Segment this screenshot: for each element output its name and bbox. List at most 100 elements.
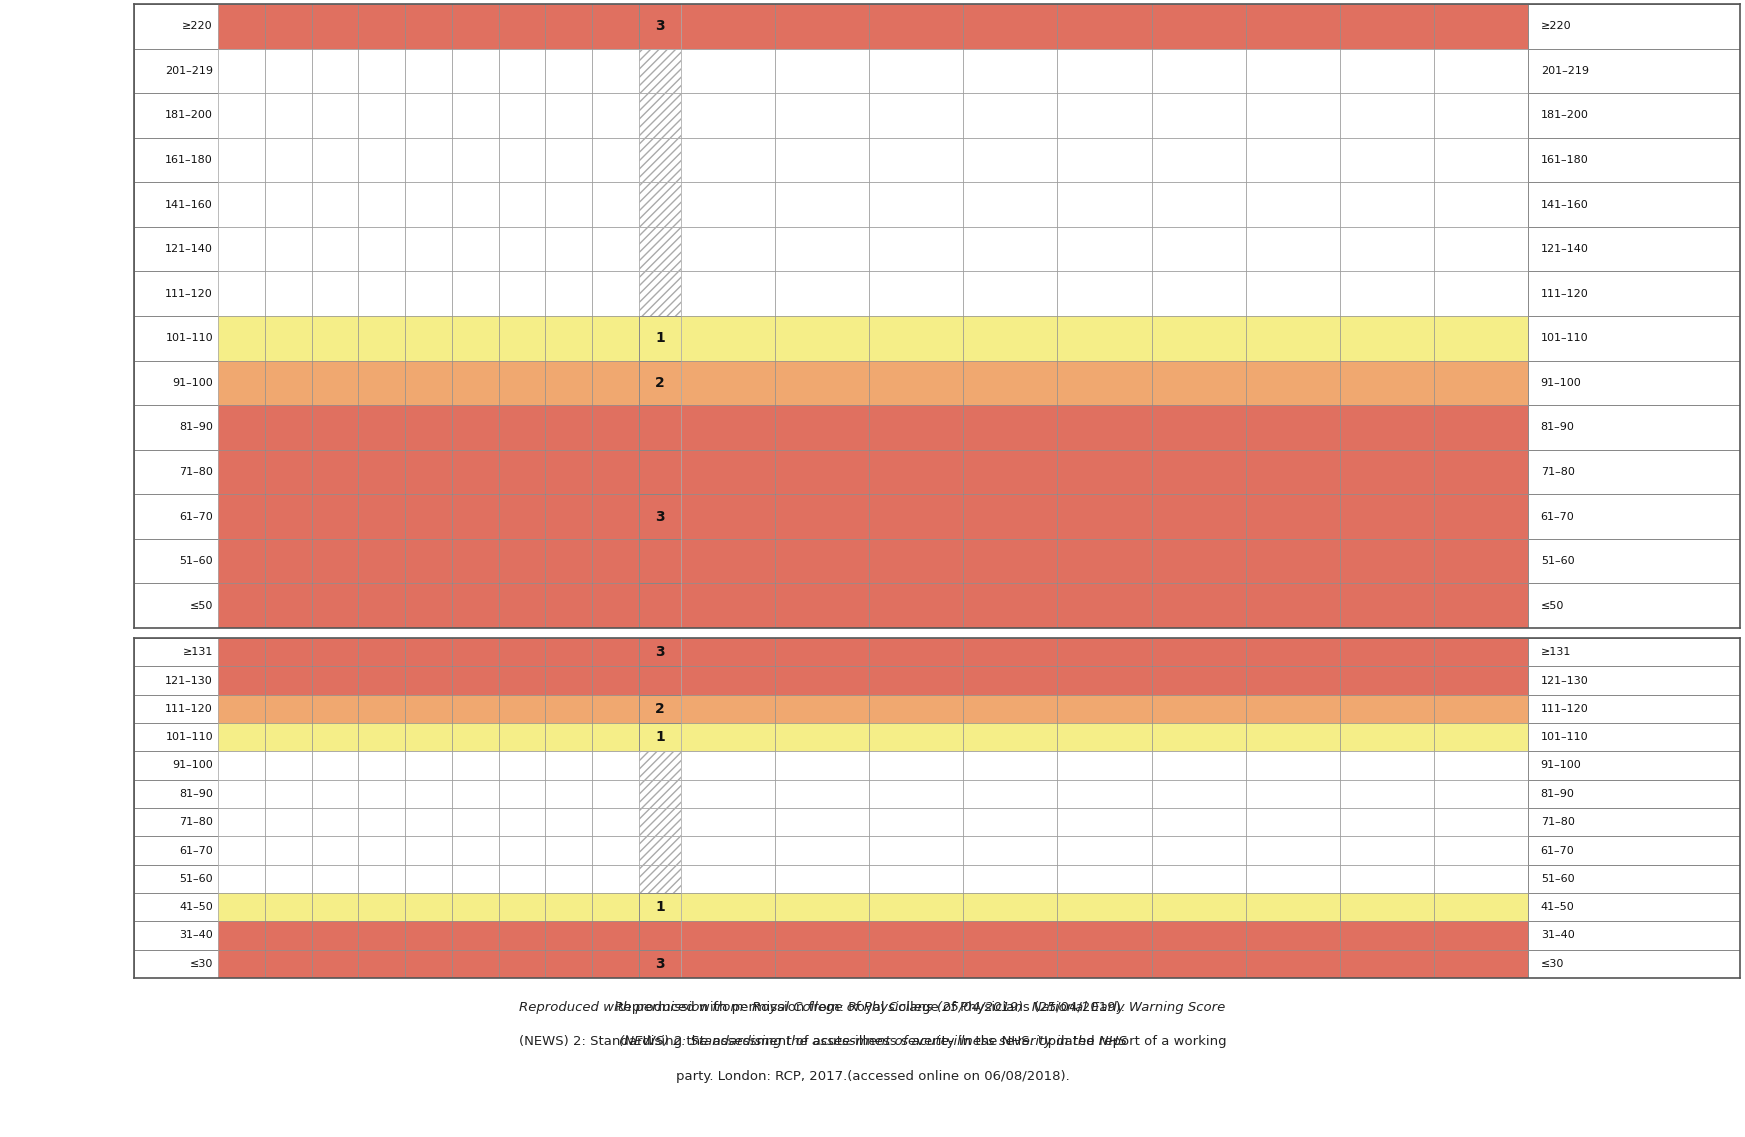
Bar — [546, 666, 592, 695]
Bar — [1434, 182, 1529, 227]
Text: 81–90: 81–90 — [180, 423, 213, 432]
Bar — [681, 666, 775, 695]
Bar — [963, 360, 1057, 405]
Text: Reproduced with permission from: Royal College of Physicians (25/04/2019). Natio: Reproduced with permission from: Royal C… — [520, 1002, 1225, 1014]
Bar — [681, 539, 775, 583]
Bar — [312, 405, 358, 450]
Bar — [499, 638, 546, 666]
Bar — [358, 695, 405, 723]
Text: 51–60: 51–60 — [1541, 556, 1574, 566]
Bar — [546, 723, 592, 752]
Bar — [134, 495, 218, 539]
Bar — [1340, 921, 1434, 949]
Bar — [499, 227, 546, 272]
Bar — [452, 723, 499, 752]
Bar — [869, 921, 963, 949]
Text: 31–40: 31–40 — [1541, 930, 1574, 940]
Bar — [546, 360, 592, 405]
Bar — [265, 316, 312, 360]
Bar — [963, 808, 1057, 837]
Text: ≥220: ≥220 — [181, 22, 213, 32]
Bar — [134, 182, 218, 227]
Bar — [546, 638, 592, 666]
Bar — [218, 864, 265, 893]
Bar — [1057, 405, 1152, 450]
Bar — [592, 450, 639, 495]
Bar — [1434, 893, 1529, 921]
Bar — [1529, 723, 1740, 752]
Text: 61–70: 61–70 — [1541, 846, 1574, 855]
Bar — [1152, 5, 1246, 49]
Bar — [1246, 405, 1340, 450]
Bar — [452, 405, 499, 450]
Bar — [775, 666, 869, 695]
Bar — [869, 5, 963, 49]
Bar — [1246, 921, 1340, 949]
Bar — [1529, 182, 1740, 227]
Bar — [963, 638, 1057, 666]
Bar — [218, 495, 265, 539]
Bar — [265, 583, 312, 628]
Bar — [1246, 893, 1340, 921]
Bar — [452, 695, 499, 723]
Text: 71–80: 71–80 — [180, 467, 213, 478]
Bar — [312, 695, 358, 723]
Bar — [1057, 780, 1152, 808]
Bar — [452, 182, 499, 227]
Bar — [681, 893, 775, 921]
Bar — [639, 893, 681, 921]
Bar — [1434, 583, 1529, 628]
Bar — [1246, 495, 1340, 539]
Bar — [963, 5, 1057, 49]
Bar — [1152, 638, 1246, 666]
Bar — [592, 666, 639, 695]
Bar — [775, 360, 869, 405]
Bar — [452, 583, 499, 628]
Bar — [265, 138, 312, 182]
Bar — [1434, 666, 1529, 695]
Text: 81–90: 81–90 — [1541, 423, 1574, 432]
Bar — [963, 723, 1057, 752]
Bar — [869, 638, 963, 666]
Bar — [775, 752, 869, 780]
Text: 121–140: 121–140 — [1541, 244, 1588, 255]
Text: 91–100: 91–100 — [173, 761, 213, 771]
Bar — [265, 949, 312, 978]
Bar — [639, 138, 681, 182]
Bar — [265, 93, 312, 138]
Bar — [499, 405, 546, 450]
Text: 1: 1 — [654, 901, 665, 914]
Text: 141–160: 141–160 — [166, 200, 213, 209]
Bar — [1529, 583, 1740, 628]
Bar — [639, 182, 681, 227]
Bar — [1152, 893, 1246, 921]
Bar — [963, 864, 1057, 893]
Text: ≤50: ≤50 — [1541, 600, 1564, 611]
Bar — [775, 893, 869, 921]
Bar — [592, 360, 639, 405]
Bar — [218, 666, 265, 695]
Bar — [218, 921, 265, 949]
Bar — [1152, 182, 1246, 227]
Text: 101–110: 101–110 — [1541, 732, 1588, 742]
Text: 101–110: 101–110 — [166, 333, 213, 343]
Bar — [1246, 864, 1340, 893]
Text: 71–80: 71–80 — [180, 818, 213, 827]
Bar — [869, 138, 963, 182]
Bar — [681, 405, 775, 450]
Bar — [775, 450, 869, 495]
Bar — [1434, 272, 1529, 316]
Bar — [358, 921, 405, 949]
Bar — [592, 837, 639, 864]
Text: C: C — [37, 648, 101, 731]
Bar — [218, 49, 265, 93]
Bar — [1529, 49, 1740, 93]
Bar — [639, 93, 681, 138]
Bar — [592, 5, 639, 49]
Bar — [218, 227, 265, 272]
Text: 2: 2 — [654, 376, 665, 390]
Bar — [1340, 49, 1434, 93]
Bar — [639, 864, 681, 893]
Text: ≤30: ≤30 — [190, 958, 213, 969]
Bar — [1529, 864, 1740, 893]
